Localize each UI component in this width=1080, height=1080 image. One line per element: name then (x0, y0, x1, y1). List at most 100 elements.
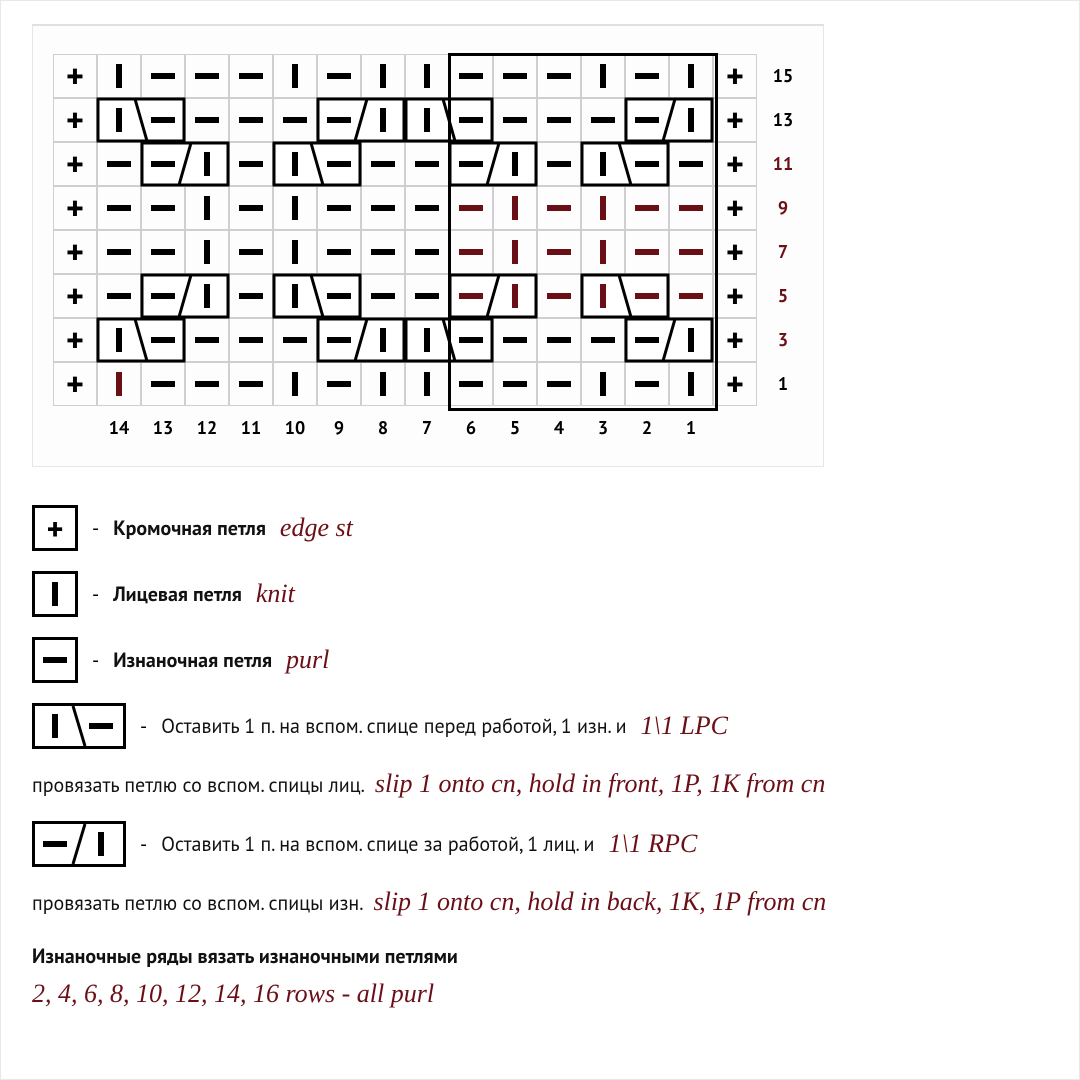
grid-cell (493, 274, 537, 318)
purl-symbol (32, 637, 78, 683)
grid-cell (581, 98, 625, 142)
grid-cell (361, 318, 405, 362)
grid-cell (449, 186, 493, 230)
grid-cell (229, 186, 273, 230)
grid-cell (317, 318, 361, 362)
grid-cell: 6 (449, 406, 493, 450)
grid-cell (493, 142, 537, 186)
grid-cell (273, 318, 317, 362)
grid-cell (361, 274, 405, 318)
grid-cell (185, 318, 229, 362)
legend-lpc: - Оставить 1 п. на вспом. спице перед ра… (32, 703, 1056, 799)
grid-cell (625, 54, 669, 98)
grid-cell (141, 98, 185, 142)
grid-cell (141, 362, 185, 406)
grid-cell (405, 98, 449, 142)
grid-cell (405, 230, 449, 274)
grid-cell (185, 54, 229, 98)
grid-cell (493, 318, 537, 362)
grid-cell (273, 142, 317, 186)
grid-cell (53, 274, 97, 318)
row-label: 13 (763, 98, 803, 142)
legend-lpc-ru2: провязать петлю со вспом. спицы лиц. (32, 772, 365, 798)
grid-cell (493, 54, 537, 98)
grid-cell (53, 186, 97, 230)
grid-cell (141, 274, 185, 318)
grid-cell (581, 362, 625, 406)
grid-cell (625, 186, 669, 230)
dash: - (92, 647, 99, 673)
grid-cell (185, 230, 229, 274)
grid-cell (449, 362, 493, 406)
grid-cell (537, 142, 581, 186)
grid-cell (581, 142, 625, 186)
bottom-ru: Изнаночные ряды вязать изнаночными петля… (32, 943, 1056, 969)
grid-cell (53, 142, 97, 186)
legend-lpc-en-long: slip 1 onto cn, hold in front, 1P, 1K fr… (375, 769, 825, 799)
grid-cell (581, 186, 625, 230)
grid-cell (669, 54, 713, 98)
grid-cell (361, 186, 405, 230)
grid-cell (361, 362, 405, 406)
grid-cell (273, 230, 317, 274)
grid-cell (361, 54, 405, 98)
grid-cell (185, 186, 229, 230)
grid-cell: 12 (185, 406, 229, 450)
legend-edge-en: edge st (280, 513, 353, 543)
grid-cell (537, 318, 581, 362)
legend-edge-ru: Кромочная петля (113, 515, 266, 541)
grid-cell (405, 54, 449, 98)
grid-cell (713, 98, 757, 142)
grid-cell (405, 274, 449, 318)
grid-cell (625, 362, 669, 406)
grid-cell (669, 318, 713, 362)
grid-cell (713, 54, 757, 98)
grid-cell (53, 362, 97, 406)
grid-cell (229, 274, 273, 318)
dash: - (140, 713, 147, 739)
grid-cell: 7 (405, 406, 449, 450)
dash: - (92, 515, 99, 541)
grid-cell (53, 230, 97, 274)
grid-cell (449, 142, 493, 186)
grid-cell (317, 230, 361, 274)
grid-cell (229, 98, 273, 142)
grid-cell (581, 230, 625, 274)
grid-cell (361, 230, 405, 274)
grid-cell: 14 (97, 406, 141, 450)
grid-cell (581, 54, 625, 98)
grid-cell (141, 230, 185, 274)
grid-cell (713, 406, 757, 450)
grid-cell (625, 274, 669, 318)
row-label: 1 (763, 362, 803, 406)
grid-cell (53, 54, 97, 98)
grid-cell: 13 (141, 406, 185, 450)
row-label: 15 (763, 54, 803, 98)
grid-cell: 8 (361, 406, 405, 450)
legend-knit-ru: Лицевая петля (113, 581, 242, 607)
grid-cell (229, 54, 273, 98)
grid-cell (273, 54, 317, 98)
grid-cell (449, 230, 493, 274)
grid-cell (97, 362, 141, 406)
grid-cell (449, 54, 493, 98)
grid-cell (493, 186, 537, 230)
grid-cell (97, 230, 141, 274)
grid-cell (53, 318, 97, 362)
knit-symbol (32, 571, 78, 617)
grid-cell (537, 362, 581, 406)
grid-cell (97, 318, 141, 362)
grid-cell: 11 (229, 406, 273, 450)
grid-cell: 3 (581, 406, 625, 450)
grid-cell (449, 98, 493, 142)
grid-cell: 5 (493, 406, 537, 450)
grid-cell (53, 98, 97, 142)
grid-cell: 2 (625, 406, 669, 450)
grid-cell (493, 98, 537, 142)
dash: - (140, 831, 147, 857)
grid-cell (317, 186, 361, 230)
grid-cell (141, 142, 185, 186)
grid-cell (229, 362, 273, 406)
grid-cell (317, 274, 361, 318)
grid-cell (97, 54, 141, 98)
